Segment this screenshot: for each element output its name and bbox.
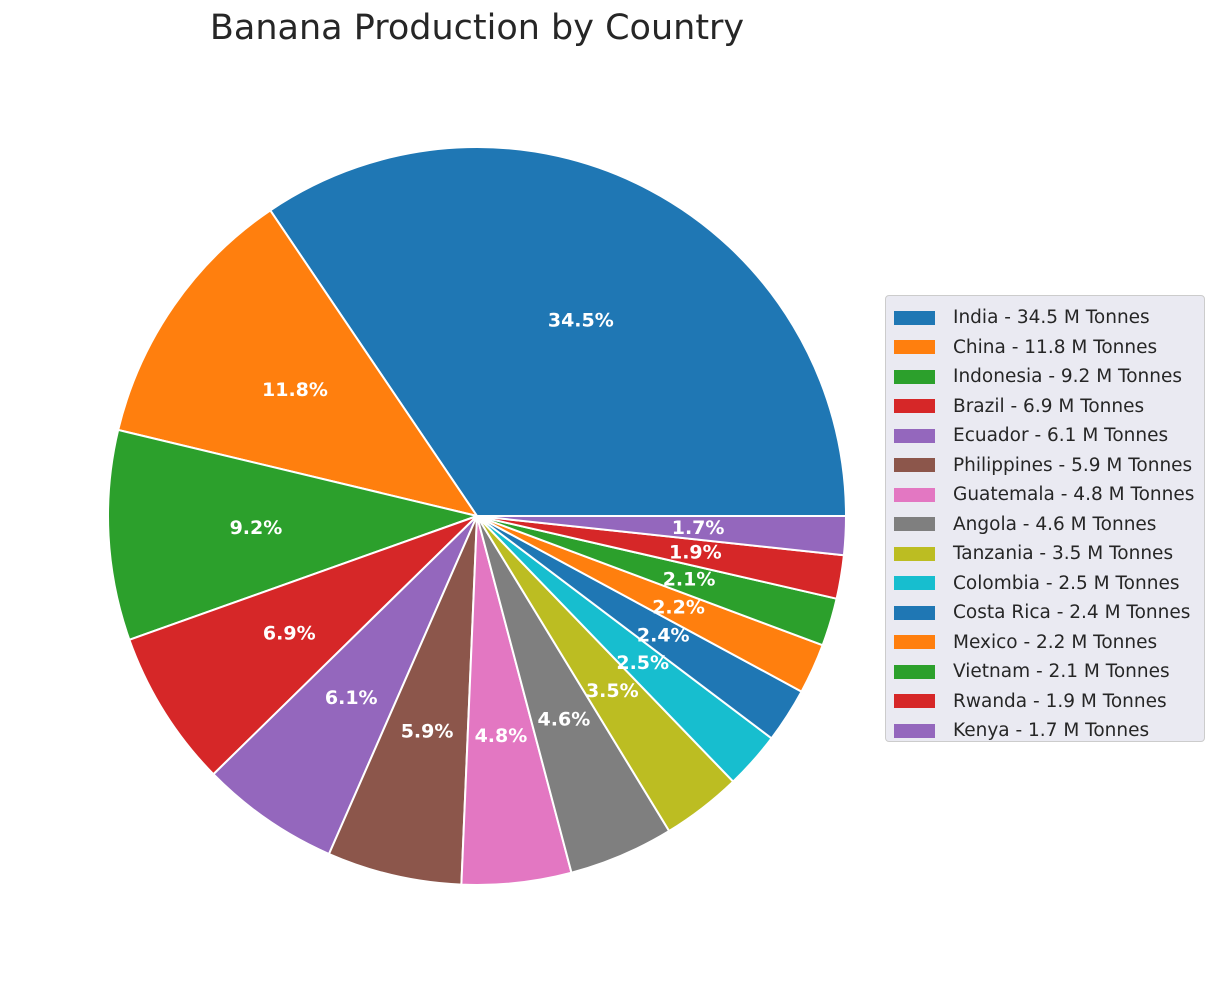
pie-labels: 34.5% 11.8% 9.2% 6.9% 6.1% 5.9% 4.8% 4.6% 3.5% 2.… xyxy=(230,309,725,747)
legend-label: Brazil - 6.9 M Tonnes xyxy=(953,395,1145,417)
legend-label: India - 34.5 M Tonnes xyxy=(953,307,1150,329)
legend-label: Guatemala - 4.8 M Tonnes xyxy=(953,484,1195,506)
pie-label-tanzania: 3.5% xyxy=(586,680,639,702)
legend-swatch xyxy=(894,369,935,384)
legend-item: Angola - 4.6 M Tonnes xyxy=(894,510,1204,540)
pie-label-guatemala: 4.8% xyxy=(475,725,528,747)
legend-item: Colombia - 2.5 M Tonnes xyxy=(894,569,1204,599)
legend-label: Kenya - 1.7 M Tonnes xyxy=(953,720,1150,742)
legend-swatch xyxy=(894,487,935,502)
pie-label-angola: 4.6% xyxy=(538,709,591,731)
legend-swatch xyxy=(894,723,935,738)
legend-label: Vietnam - 2.1 M Tonnes xyxy=(953,661,1170,683)
pie-label-philippines: 5.9% xyxy=(401,721,454,743)
legend-swatch xyxy=(894,664,935,679)
legend-item: Vietnam - 2.1 M Tonnes xyxy=(894,657,1204,687)
pie-slice-indonesia xyxy=(107,428,478,641)
legend-label: China - 11.8 M Tonnes xyxy=(953,336,1158,358)
pie-label-rwanda: 1.9% xyxy=(669,542,722,564)
legend-item: Guatemala - 4.8 M Tonnes xyxy=(894,480,1204,510)
pie-slice-philippines xyxy=(328,515,478,886)
legend-item: Costa Rica - 2.4 M Tonnes xyxy=(894,598,1204,628)
legend-item: Brazil - 6.9 M Tonnes xyxy=(894,392,1204,422)
pie-label-colombia: 2.5% xyxy=(616,652,669,674)
legend-swatch xyxy=(894,694,935,709)
legend-swatch xyxy=(894,428,935,443)
legend-item: Rwanda - 1.9 M Tonnes xyxy=(894,687,1204,717)
legend-swatch xyxy=(894,458,935,473)
legend-swatch xyxy=(894,635,935,650)
legend-swatch xyxy=(894,605,935,620)
pie-label-indonesia: 9.2% xyxy=(230,517,283,539)
legend-swatch xyxy=(894,576,935,591)
legend-item: Philippines - 5.9 M Tonnes xyxy=(894,451,1204,481)
chart-title: Banana Production by Country xyxy=(209,8,745,48)
pie-label-china: 11.8% xyxy=(262,379,328,401)
legend-label: Costa Rica - 2.4 M Tonnes xyxy=(953,602,1191,624)
legend-label: Rwanda - 1.9 M Tonnes xyxy=(953,690,1167,712)
legend-label: Philippines - 5.9 M Tonnes xyxy=(953,454,1193,476)
pie-slices xyxy=(107,146,847,887)
legend-label: Angola - 4.6 M Tonnes xyxy=(953,513,1157,535)
legend-label: Ecuador - 6.1 M Tonnes xyxy=(953,425,1169,447)
legend-item: Mexico - 2.2 M Tonnes xyxy=(894,628,1204,658)
pie-label-kenya: 1.7% xyxy=(672,517,725,539)
pie-slice-india xyxy=(269,146,847,517)
legend-label: Mexico - 2.2 M Tonnes xyxy=(953,631,1158,653)
legend-swatch xyxy=(894,546,935,561)
pie-label-vietnam: 2.1% xyxy=(663,569,716,591)
legend-item: Indonesia - 9.2 M Tonnes xyxy=(894,362,1204,392)
legend-item: China - 11.8 M Tonnes xyxy=(894,333,1204,363)
legend: India - 34.5 M Tonnes China - 11.8 M Tonn… xyxy=(885,295,1205,742)
pie-label-india: 34.5% xyxy=(548,309,614,331)
pie-slice-brazil xyxy=(128,515,478,776)
legend-item: Kenya - 1.7 M Tonnes xyxy=(894,716,1204,746)
pie-label-costa-rica: 2.4% xyxy=(637,625,690,647)
legend-item: Tanzania - 3.5 M Tonnes xyxy=(894,539,1204,569)
pie-label-ecuador: 6.1% xyxy=(325,687,378,709)
legend-swatch xyxy=(894,340,935,355)
pie-chart: 34.5% 11.8% 9.2% 6.9% 6.1% 5.9% 4.8% 4.6% 3.5% 2.… xyxy=(107,146,847,887)
legend-item: Ecuador - 6.1 M Tonnes xyxy=(894,421,1204,451)
pie-slice-kenya xyxy=(476,515,847,557)
legend-label: Indonesia - 9.2 M Tonnes xyxy=(953,366,1182,388)
legend-swatch xyxy=(894,517,935,532)
legend-item: India - 34.5 M Tonnes xyxy=(894,303,1204,333)
pie-label-mexico: 2.2% xyxy=(652,597,705,619)
legend-label: Colombia - 2.5 M Tonnes xyxy=(953,572,1180,594)
legend-label: Tanzania - 3.5 M Tonnes xyxy=(953,543,1174,565)
legend-swatch xyxy=(894,310,935,325)
legend-swatch xyxy=(894,399,935,414)
pie-label-brazil: 6.9% xyxy=(263,622,316,644)
pie-slice-ecuador xyxy=(212,515,478,856)
pie-slice-china xyxy=(117,209,478,517)
